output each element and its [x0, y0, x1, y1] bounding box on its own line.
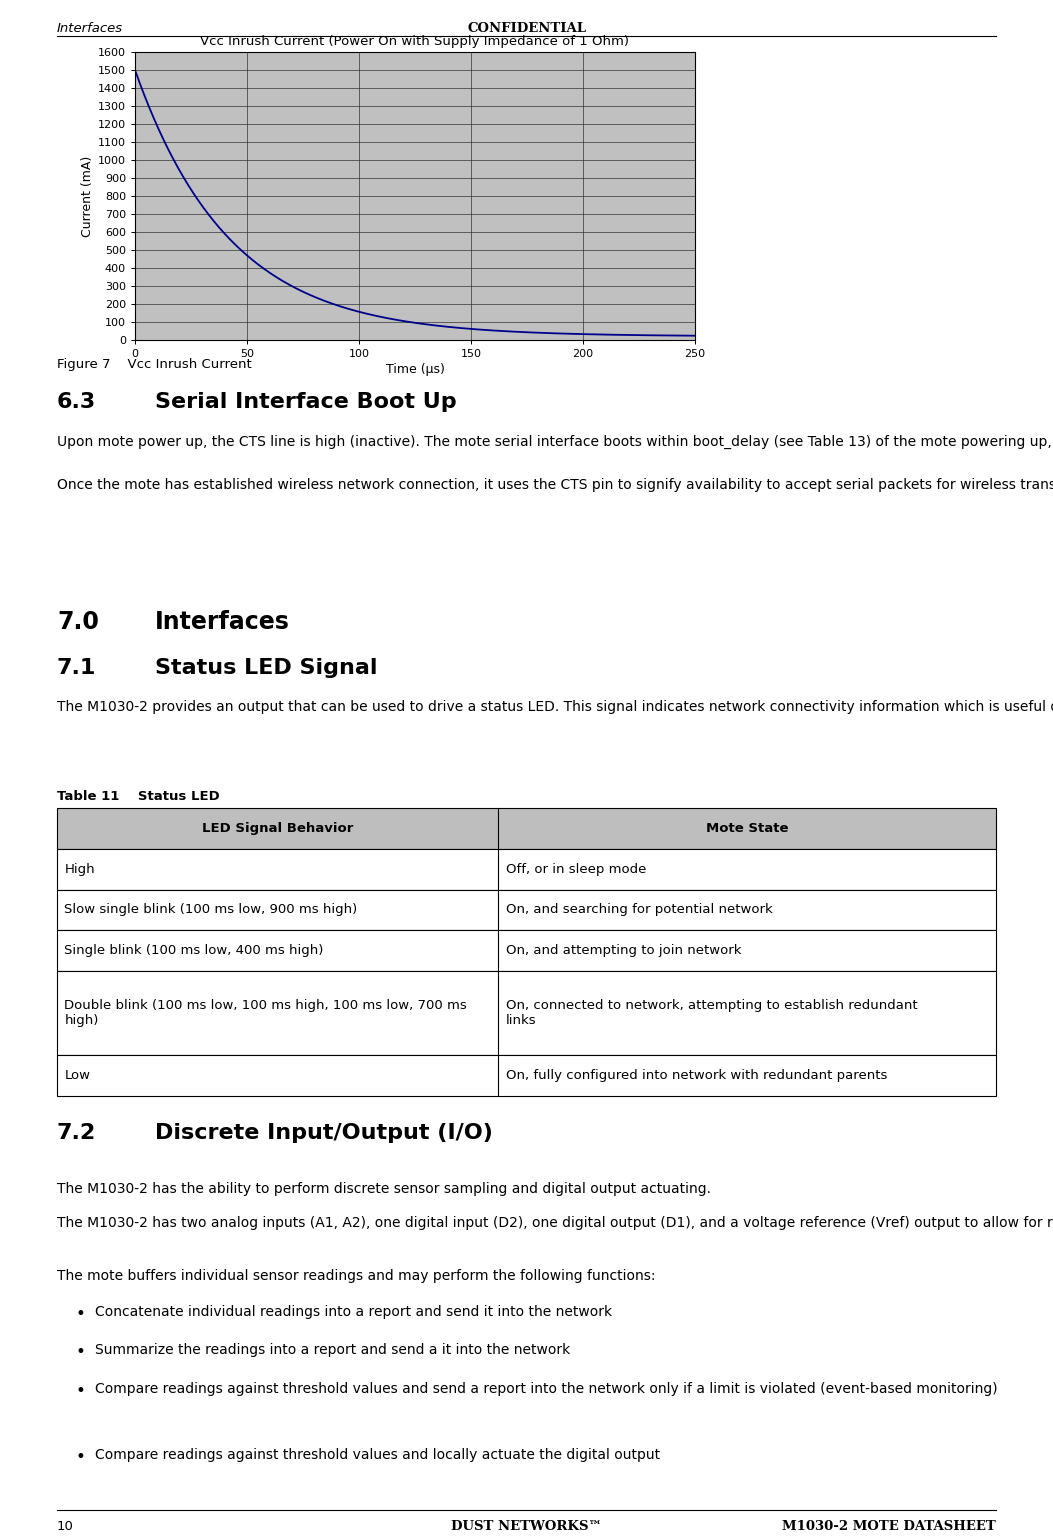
- Text: Status LED Signal: Status LED Signal: [155, 659, 377, 679]
- Text: 10: 10: [57, 1521, 74, 1533]
- Title: Vcc Inrush Current (Power On with Supply Impedance of 1 Ohm): Vcc Inrush Current (Power On with Supply…: [200, 35, 630, 48]
- Text: 7.2: 7.2: [57, 1123, 96, 1143]
- Text: Mote State: Mote State: [706, 822, 789, 834]
- Text: On, and attempting to join network: On, and attempting to join network: [505, 945, 741, 957]
- Text: •: •: [75, 1305, 85, 1324]
- Bar: [57, 971, 996, 1054]
- Text: M1030-2 MOTE DATASHEET: M1030-2 MOTE DATASHEET: [782, 1521, 996, 1533]
- Text: On, and searching for potential network: On, and searching for potential network: [505, 903, 773, 916]
- X-axis label: Time (μs): Time (μs): [385, 363, 444, 376]
- Text: The M1030-2 has the ability to perform discrete sensor sampling and digital outp: The M1030-2 has the ability to perform d…: [57, 1182, 711, 1196]
- Text: On, connected to network, attempting to establish redundant
links: On, connected to network, attempting to …: [505, 999, 917, 1027]
- Text: Compare readings against threshold values and locally actuate the digital output: Compare readings against threshold value…: [95, 1448, 660, 1462]
- Text: Low: Low: [64, 1068, 91, 1082]
- Text: Serial Interface Boot Up: Serial Interface Boot Up: [155, 392, 457, 412]
- Text: Upon mote power up, the CTS line is high (inactive). The mote serial interface b: Upon mote power up, the CTS line is high…: [57, 436, 1053, 449]
- Text: Once the mote has established wireless network connection, it uses the CTS pin t: Once the mote has established wireless n…: [57, 479, 1053, 492]
- Bar: [57, 1054, 996, 1096]
- Text: Figure 7    Vcc Inrush Current: Figure 7 Vcc Inrush Current: [57, 359, 252, 371]
- Text: Double blink (100 ms low, 100 ms high, 100 ms low, 700 ms
high): Double blink (100 ms low, 100 ms high, 1…: [64, 999, 468, 1027]
- Y-axis label: Current (mA): Current (mA): [81, 155, 94, 237]
- Text: •: •: [75, 1448, 85, 1467]
- Bar: [57, 808, 996, 850]
- Text: Summarize the readings into a report and send a it into the network: Summarize the readings into a report and…: [95, 1344, 571, 1357]
- Text: Compare readings against threshold values and send a report into the network onl: Compare readings against threshold value…: [95, 1382, 997, 1396]
- Text: 7.1: 7.1: [57, 659, 97, 679]
- Text: The M1030-2 has two analog inputs (A1, A2), one digital input (D2), one digital : The M1030-2 has two analog inputs (A1, A…: [57, 1216, 1053, 1230]
- Text: •: •: [75, 1344, 85, 1362]
- Bar: [57, 850, 996, 890]
- Bar: [57, 890, 996, 931]
- Bar: [57, 931, 996, 971]
- Text: Discrete Input/Output (I/O): Discrete Input/Output (I/O): [155, 1123, 493, 1143]
- Text: The mote buffers individual sensor readings and may perform the following functi: The mote buffers individual sensor readi…: [57, 1270, 656, 1284]
- Text: 7.0: 7.0: [57, 609, 99, 634]
- Text: Table 11    Status LED: Table 11 Status LED: [57, 790, 220, 803]
- Text: •: •: [75, 1382, 85, 1400]
- Text: CONFIDENTIAL: CONFIDENTIAL: [466, 22, 587, 35]
- Text: Single blink (100 ms low, 400 ms high): Single blink (100 ms low, 400 ms high): [64, 945, 323, 957]
- Text: DUST NETWORKS™: DUST NETWORKS™: [451, 1521, 602, 1533]
- Text: 6.3: 6.3: [57, 392, 96, 412]
- Text: On, fully configured into network with redundant parents: On, fully configured into network with r…: [505, 1068, 887, 1082]
- Text: Off, or in sleep mode: Off, or in sleep mode: [505, 863, 647, 876]
- Text: Slow single blink (100 ms low, 900 ms high): Slow single blink (100 ms low, 900 ms hi…: [64, 903, 358, 916]
- Text: LED Signal Behavior: LED Signal Behavior: [202, 822, 354, 834]
- Text: Interfaces: Interfaces: [155, 609, 290, 634]
- Text: The M1030-2 provides an output that can be used to drive a status LED. This sign: The M1030-2 provides an output that can …: [57, 700, 1053, 714]
- Text: Concatenate individual readings into a report and send it into the network: Concatenate individual readings into a r…: [95, 1305, 612, 1319]
- Text: High: High: [64, 863, 95, 876]
- Text: Interfaces: Interfaces: [57, 22, 123, 35]
